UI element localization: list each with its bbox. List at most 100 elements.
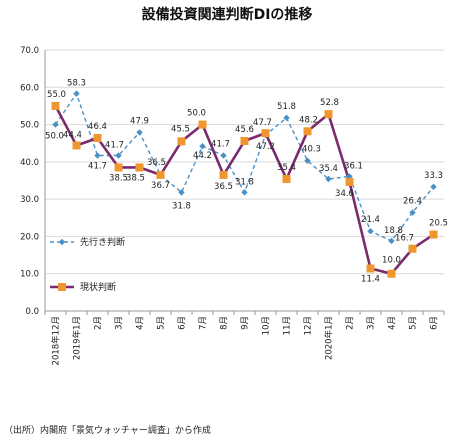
legend-label: 現状判断 bbox=[80, 281, 116, 293]
x-tick-label: 4月 bbox=[136, 316, 146, 330]
data-label: 50.0 bbox=[45, 132, 64, 142]
current-point bbox=[429, 230, 438, 239]
forecast-point bbox=[199, 142, 206, 150]
data-label: 36.5 bbox=[147, 158, 166, 168]
y-tick-label: 0.0 bbox=[25, 307, 39, 317]
current-point bbox=[219, 170, 228, 179]
data-label: 20.5 bbox=[429, 219, 448, 229]
x-tick-label: 3月 bbox=[115, 316, 125, 330]
x-tick-label: 2019年1月 bbox=[72, 316, 83, 360]
data-label: 21.4 bbox=[361, 215, 380, 225]
x-tick-label: 2020年1月 bbox=[324, 316, 335, 360]
x-tick-label: 11月 bbox=[283, 316, 293, 335]
source-note: （出所）内閣府「景気ウォッチャー調査」から作成 bbox=[4, 426, 211, 436]
legend-marker-forecast bbox=[58, 238, 66, 246]
data-label: 34.6 bbox=[335, 189, 354, 199]
forecast-point bbox=[136, 129, 143, 136]
data-label: 18.8 bbox=[384, 226, 403, 236]
forecast-point bbox=[94, 152, 101, 159]
forecast-point bbox=[52, 121, 59, 128]
forecast-point bbox=[220, 152, 227, 159]
x-tick-label: 2月 bbox=[94, 316, 104, 330]
forecast-point bbox=[241, 189, 248, 196]
data-label: 52.8 bbox=[320, 98, 339, 108]
y-tick-label: 40.0 bbox=[20, 158, 39, 168]
forecast-point bbox=[115, 152, 122, 159]
y-tick-label: 30.0 bbox=[20, 195, 39, 205]
current-point bbox=[387, 269, 396, 278]
data-label: 16.7 bbox=[395, 234, 414, 244]
current-point bbox=[198, 120, 207, 129]
forecast-point bbox=[388, 237, 395, 245]
y-tick-label: 20.0 bbox=[20, 232, 39, 242]
data-label: 10.0 bbox=[382, 256, 401, 266]
current-point bbox=[72, 141, 81, 150]
x-tick-label: 2018年12月 bbox=[51, 316, 62, 365]
y-tick-label: 70.0 bbox=[20, 46, 39, 56]
data-label: 35.4 bbox=[277, 163, 296, 173]
data-label: 36.7 bbox=[151, 181, 170, 191]
x-tick-label: 6月 bbox=[430, 316, 440, 330]
y-tick-label: 50.0 bbox=[20, 121, 39, 131]
forecast-point bbox=[73, 90, 80, 97]
x-tick-label: 4月 bbox=[388, 316, 398, 330]
data-label: 31.8 bbox=[172, 201, 191, 211]
data-label: 41.7 bbox=[211, 140, 230, 150]
data-label: 41.7 bbox=[88, 162, 107, 172]
data-label: 36.5 bbox=[214, 182, 233, 192]
data-label: 38.5 bbox=[109, 173, 128, 183]
x-tick-label: 10月 bbox=[262, 316, 272, 335]
data-label: 26.4 bbox=[403, 197, 422, 207]
data-label: 45.6 bbox=[235, 125, 254, 135]
data-label: 55.0 bbox=[47, 90, 66, 100]
current-point bbox=[261, 129, 270, 138]
x-tick-label: 3月 bbox=[367, 316, 377, 330]
x-tick-label: 5月 bbox=[157, 316, 167, 330]
data-label: 58.3 bbox=[67, 79, 86, 89]
current-point bbox=[114, 163, 123, 172]
data-label: 38.5 bbox=[126, 173, 145, 183]
current-point bbox=[366, 264, 375, 273]
data-label: 35.4 bbox=[319, 164, 338, 174]
forecast-point bbox=[367, 228, 374, 235]
current-point bbox=[51, 101, 60, 110]
data-label: 44.2 bbox=[193, 151, 212, 161]
data-label: 47.9 bbox=[130, 116, 149, 126]
forecast-point bbox=[325, 175, 332, 183]
data-label: 46.4 bbox=[88, 122, 107, 132]
data-label: 40.3 bbox=[302, 145, 321, 155]
data-label: 45.5 bbox=[171, 124, 190, 134]
legend-label: 先行き判断 bbox=[80, 236, 125, 248]
data-label: 47.2 bbox=[256, 142, 275, 152]
data-label: 47.7 bbox=[253, 118, 272, 128]
y-tick-label: 60.0 bbox=[20, 83, 39, 93]
data-label: 31.8 bbox=[235, 177, 254, 187]
data-label: 51.8 bbox=[277, 102, 296, 112]
data-label: 36.1 bbox=[344, 161, 363, 171]
x-tick-label: 9月 bbox=[241, 316, 251, 330]
forecast-point bbox=[283, 114, 290, 122]
current-point bbox=[303, 127, 312, 136]
current-point bbox=[345, 177, 354, 186]
current-point bbox=[240, 136, 249, 145]
current-point bbox=[156, 170, 165, 179]
data-label: 44.4 bbox=[63, 130, 82, 140]
chart-title: 設備投資関連判断DIの推移 bbox=[141, 7, 313, 23]
forecast-point bbox=[304, 157, 311, 164]
legend-marker-current bbox=[58, 283, 66, 291]
x-tick-label: 6月 bbox=[178, 316, 188, 330]
x-tick-label: 8月 bbox=[220, 316, 230, 330]
current-point bbox=[93, 133, 102, 142]
forecast-point bbox=[430, 183, 437, 191]
forecast-point bbox=[409, 209, 416, 216]
forecast-point bbox=[178, 189, 185, 196]
x-tick-label: 7月 bbox=[199, 316, 209, 330]
y-tick-label: 10.0 bbox=[20, 270, 39, 280]
data-label: 41.7 bbox=[105, 141, 124, 151]
x-tick-label: 2月 bbox=[346, 316, 356, 330]
data-label: 33.3 bbox=[424, 171, 443, 181]
x-tick-label: 12月 bbox=[304, 316, 314, 335]
current-point bbox=[408, 244, 417, 253]
data-label: 48.2 bbox=[299, 115, 318, 125]
